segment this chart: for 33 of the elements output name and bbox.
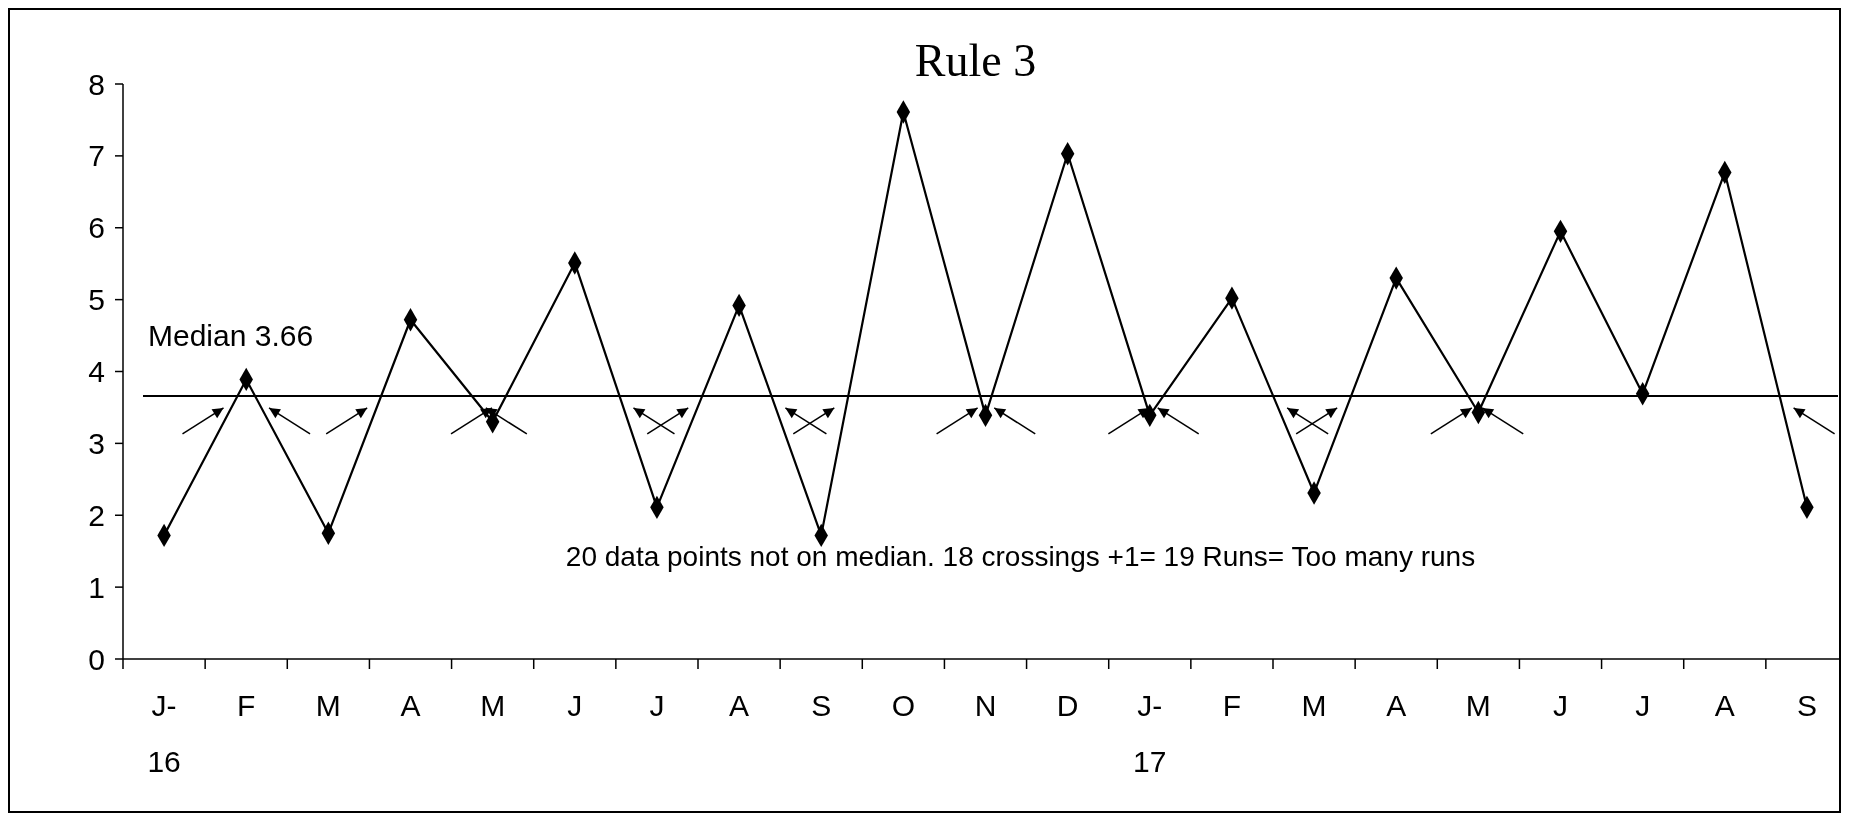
y-tick-label: 3 xyxy=(88,426,105,460)
x-tick-label: D xyxy=(1056,689,1079,722)
chart-title: Rule 3 xyxy=(914,35,1037,86)
y-tick-label: 6 xyxy=(88,211,105,245)
x-tick-label: A xyxy=(400,689,421,722)
x-tick-label: F xyxy=(1222,689,1242,722)
y-tick-label: 7 xyxy=(88,139,105,173)
x-tick-label: J xyxy=(567,689,583,722)
x-tick-label: F xyxy=(237,689,256,722)
x-tick-label: A xyxy=(1386,689,1407,722)
x-tick-label: A xyxy=(1714,689,1735,722)
y-tick-label: 4 xyxy=(88,355,105,388)
x-tick-label: M xyxy=(315,689,341,722)
x-tick-label: J- 16 xyxy=(147,689,181,778)
x-tick-label: J xyxy=(649,689,665,722)
ref-line-label: Median 3.66 xyxy=(148,318,314,352)
x-tick-label: S xyxy=(1796,689,1817,722)
x-tick-label: N xyxy=(974,689,997,722)
y-tick-label: 5 xyxy=(88,283,105,317)
x-tick-label: J xyxy=(1553,689,1568,722)
annotation: 20 data points not on median. 18 crossings +1= 19 Runs= Too many runs xyxy=(565,540,1476,572)
y-tick-label: 0 xyxy=(88,642,105,676)
y-tick-label: 1 xyxy=(88,570,105,604)
x-tick-label: A xyxy=(729,689,750,722)
y-tick-label: 2 xyxy=(88,498,105,532)
x-tick-label: M xyxy=(480,689,506,722)
x-tick-label: J xyxy=(1635,689,1651,722)
x-tick-label: M xyxy=(1465,689,1491,722)
x-tick-label: J- 17 xyxy=(1133,689,1167,778)
x-tick-label: M xyxy=(1301,689,1327,722)
y-tick-label: 8 xyxy=(88,67,105,101)
x-tick-label: S xyxy=(811,689,832,722)
x-tick-label: O xyxy=(891,689,916,722)
